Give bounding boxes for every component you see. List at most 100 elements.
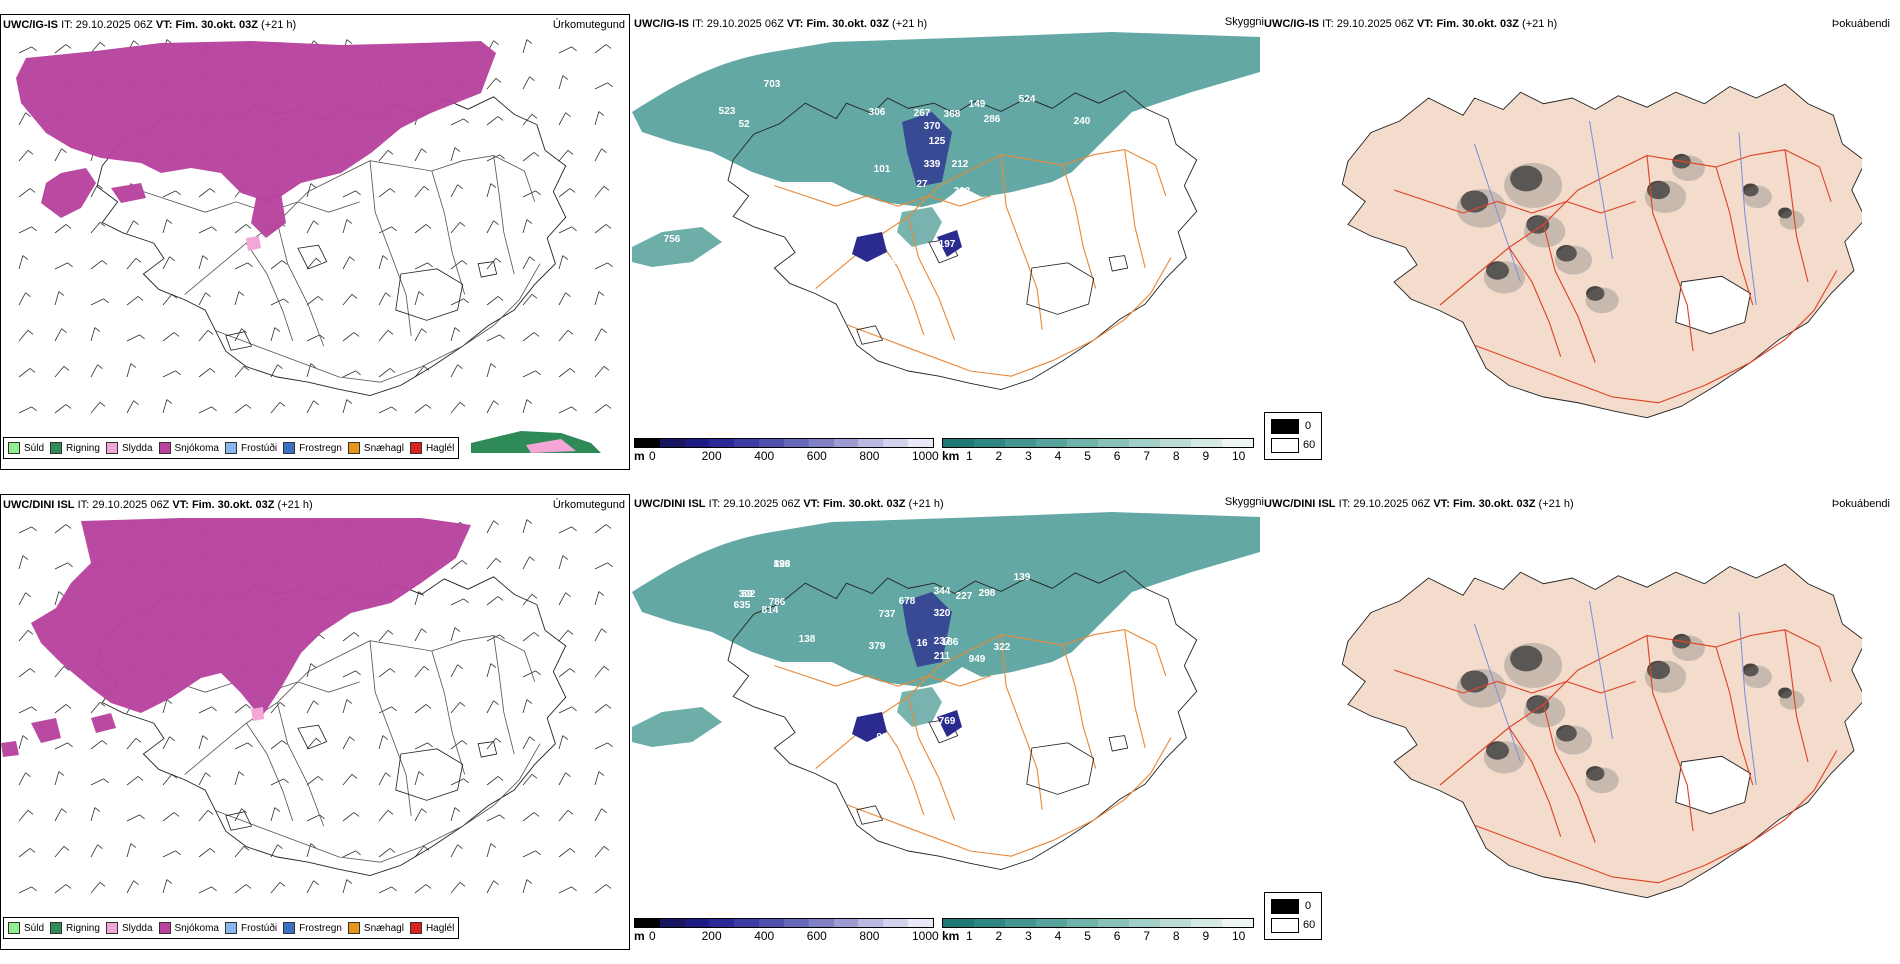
wind-barb — [306, 183, 312, 198]
wind-barb-flag — [133, 40, 139, 45]
wind-barb — [450, 364, 458, 378]
wind-barb — [18, 810, 29, 822]
wind-barb-flag — [243, 845, 250, 851]
panel-header: UWC/IG-IS IT: 29.10.2025 06Z VT: Fim. 30… — [1264, 18, 1557, 30]
wind-barb-flag — [317, 296, 324, 301]
visibility-value-label: 302 — [739, 589, 756, 600]
wind-barb — [198, 255, 204, 270]
road-line — [1715, 646, 1754, 786]
wind-barb — [270, 298, 284, 306]
wind-barb-flag — [418, 771, 425, 776]
wind-barb — [126, 776, 139, 786]
wind-barb — [54, 524, 67, 534]
road-line — [369, 160, 412, 336]
road-line — [143, 191, 206, 213]
road-line — [1000, 154, 1043, 330]
wind-barb-flag — [97, 184, 103, 189]
road-line — [846, 257, 1172, 377]
wind-barb — [342, 370, 356, 378]
wind-barb — [486, 183, 492, 198]
wind-barb — [450, 184, 458, 198]
wind-barb-flag — [535, 190, 541, 196]
wind-barb-flag — [25, 292, 31, 297]
wind-barb-flag — [423, 845, 430, 851]
wind-barb-flag — [319, 634, 325, 640]
wind-barb-flag — [607, 262, 613, 268]
wind-barb — [522, 670, 536, 678]
fog-high-area — [1586, 286, 1605, 301]
wind-barb-flag — [310, 663, 317, 668]
it-label: IT: — [1338, 498, 1351, 510]
wind-barb — [306, 258, 317, 270]
wind-barb — [342, 774, 353, 786]
wind-barb — [54, 884, 67, 894]
colorbar-tick-label: 7 — [1143, 449, 1151, 463]
colorbar-tick-label: 10 — [1232, 929, 1246, 943]
wind-barb — [486, 258, 497, 270]
legend-label: Slydda — [121, 922, 153, 934]
road-line — [1474, 750, 1838, 884]
wind-barb — [558, 150, 569, 162]
wind-barb-flag — [241, 328, 247, 333]
visibility-value-label: 524 — [1019, 94, 1036, 105]
wind-barb-flag — [317, 776, 324, 781]
legend-label: Frostregn — [299, 442, 342, 454]
wind-barb-flag — [463, 298, 469, 304]
legend-item: Slydda — [105, 442, 153, 454]
wind-barb-flag — [427, 742, 433, 748]
wind-barb — [558, 555, 564, 570]
wind-barb — [486, 400, 494, 414]
wind-barb-flag — [346, 699, 353, 704]
wind-barb — [486, 843, 492, 858]
colorbar-cell — [858, 439, 884, 447]
colorbar-tick-label: 2 — [995, 929, 1003, 943]
wind-barb-flag — [61, 328, 67, 333]
legend-swatch — [409, 922, 422, 934]
wind-barb — [54, 262, 68, 270]
snowfall-area — [251, 193, 286, 238]
visibility-value-label: 138 — [799, 634, 816, 645]
wind-barb — [234, 846, 245, 858]
wind-barb-flag — [310, 183, 317, 188]
wind-barb — [558, 406, 572, 414]
wind-barb — [378, 810, 389, 822]
wind-barb-flag — [355, 190, 361, 196]
wind-barb-flag — [315, 257, 322, 263]
colorbar_km-colorbar: km 1 2 3 4 5 6 7 8 9 10 — [942, 438, 1254, 468]
wind-barb — [162, 699, 168, 714]
coastline — [1341, 83, 1862, 419]
wind-barb — [450, 598, 464, 606]
visibility-value-label: 368 — [944, 109, 961, 120]
panel-title: Úrkomutegund — [552, 499, 625, 511]
wind-barb-flag — [281, 260, 288, 265]
wind-barb — [414, 186, 425, 198]
fog-map — [1341, 83, 1862, 419]
wind-barb — [594, 224, 607, 234]
wind-barb — [450, 702, 461, 714]
iceland-map-group — [1341, 563, 1862, 899]
legend-label: Slydda — [121, 442, 153, 454]
wind-barb — [306, 400, 314, 414]
colorbar-cell — [1191, 919, 1222, 927]
vt-label: VT: — [1416, 18, 1434, 30]
panel-title: Skyggni — [1224, 16, 1264, 28]
vt-value: Fim. 30.okt. 03Z — [822, 498, 906, 510]
wind-barb-flag — [211, 886, 217, 892]
wind-barb — [18, 46, 32, 54]
wind-barb-flag — [279, 701, 286, 707]
colorbar-tick-label: 600 — [806, 929, 827, 943]
wind-barb-flag — [349, 736, 355, 741]
legend-swatch — [8, 442, 20, 454]
colorbar-cell — [908, 439, 933, 447]
road-line — [1542, 224, 1596, 363]
wind-barb — [54, 148, 62, 162]
wind-barb — [594, 628, 602, 642]
precip-type-panel: UWC/IG-IS IT: 29.10.2025 06Z VT: Fim. 30… — [0, 14, 630, 470]
visibility-value-label: 523 — [719, 106, 736, 117]
wind-barb — [306, 776, 319, 786]
road-line — [205, 681, 360, 693]
visibility-value-label: 227 — [956, 591, 973, 602]
wind-barb — [342, 850, 356, 858]
visibility-value-label: 59 — [741, 589, 753, 600]
wind-barb-flag — [567, 629, 574, 635]
